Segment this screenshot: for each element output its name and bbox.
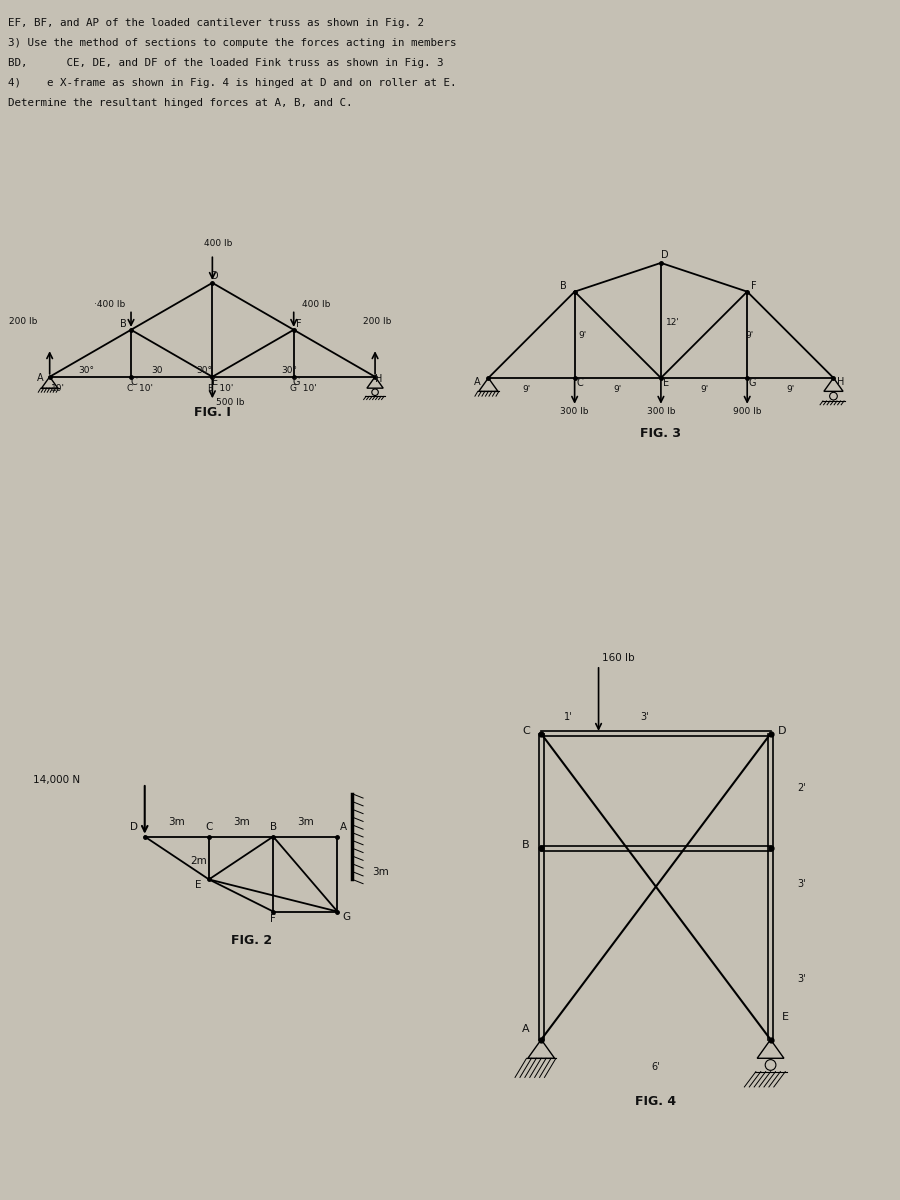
Text: E: E xyxy=(662,378,669,388)
Text: 9': 9' xyxy=(614,385,622,395)
Text: 30°: 30° xyxy=(282,366,298,374)
Text: 9': 9' xyxy=(578,331,587,340)
Text: EF, BF, and AP of the loaded cantilever truss as shown in Fig. 2: EF, BF, and AP of the loaded cantilever … xyxy=(8,18,424,28)
Text: BD,      CE, DE, and DF of the loaded Fink truss as shown in Fig. 3: BD, CE, DE, and DF of the loaded Fink tr… xyxy=(8,58,444,68)
Text: C: C xyxy=(130,377,137,386)
Text: F: F xyxy=(270,914,276,924)
Text: C: C xyxy=(522,726,530,736)
Text: 300 lb: 300 lb xyxy=(647,407,675,416)
Text: 14,000 N: 14,000 N xyxy=(33,775,80,785)
Text: G: G xyxy=(292,377,300,386)
Text: 10': 10' xyxy=(51,384,66,394)
Text: 1': 1' xyxy=(563,713,572,722)
Text: 300 lb: 300 lb xyxy=(561,407,589,416)
Text: FIG. 2: FIG. 2 xyxy=(231,934,273,947)
Text: B: B xyxy=(270,822,276,832)
Text: FIG. I: FIG. I xyxy=(194,406,230,419)
Text: D: D xyxy=(661,250,669,260)
Text: 160 lb: 160 lb xyxy=(602,653,635,664)
Text: 3': 3' xyxy=(796,974,806,984)
Text: 9': 9' xyxy=(700,385,708,395)
Text: H: H xyxy=(375,373,382,384)
Text: Determine the resultant hinged forces at A, B, and C.: Determine the resultant hinged forces at… xyxy=(8,98,353,108)
Text: ·400 lb: ·400 lb xyxy=(94,300,126,310)
Text: 400 lb: 400 lb xyxy=(204,239,232,248)
Text: E: E xyxy=(195,880,202,890)
Text: 3': 3' xyxy=(796,878,806,889)
Text: FIG. 4: FIG. 4 xyxy=(635,1094,677,1108)
Text: E: E xyxy=(782,1013,789,1022)
Text: FIG. 3: FIG. 3 xyxy=(641,427,681,440)
Text: B: B xyxy=(522,840,530,851)
Text: E: E xyxy=(212,377,218,386)
Text: 200 lb: 200 lb xyxy=(9,317,38,326)
Text: 500 lb: 500 lb xyxy=(216,398,245,407)
Text: 400 lb: 400 lb xyxy=(302,300,330,310)
Text: 3) Use the method of sections to compute the forces acting in members: 3) Use the method of sections to compute… xyxy=(8,38,456,48)
Text: E  10': E 10' xyxy=(208,384,234,394)
Text: 6': 6' xyxy=(652,1062,661,1072)
Text: F: F xyxy=(752,281,757,290)
Text: 2m: 2m xyxy=(190,857,207,866)
Text: 4)    e X-frame as shown in Fig. 4 is hinged at D and on roller at E.: 4) e X-frame as shown in Fig. 4 is hinge… xyxy=(8,78,456,88)
Text: H: H xyxy=(838,377,845,386)
Text: 2': 2' xyxy=(796,784,806,793)
Text: D: D xyxy=(778,726,787,736)
Text: D: D xyxy=(211,271,219,281)
Text: 30°: 30° xyxy=(196,366,212,374)
Text: C  10': C 10' xyxy=(127,384,153,394)
Text: A: A xyxy=(37,373,43,383)
Text: B: B xyxy=(120,319,126,329)
Text: 900 lb: 900 lb xyxy=(733,407,761,416)
Text: 3m: 3m xyxy=(168,817,185,827)
Text: G  10': G 10' xyxy=(290,384,317,394)
Text: 200 lb: 200 lb xyxy=(363,317,392,326)
Text: F: F xyxy=(296,319,302,329)
Text: 3m: 3m xyxy=(297,817,313,827)
Text: 3m: 3m xyxy=(233,817,249,827)
Text: 9': 9' xyxy=(523,385,531,395)
Text: 30°: 30° xyxy=(78,366,94,374)
Text: G: G xyxy=(748,378,756,388)
Text: 3': 3' xyxy=(640,713,649,722)
Text: 30: 30 xyxy=(151,366,163,374)
Text: B: B xyxy=(560,281,566,290)
Text: C: C xyxy=(205,822,212,832)
Text: A: A xyxy=(473,377,481,386)
Text: 12': 12' xyxy=(666,318,680,328)
Text: 9': 9' xyxy=(745,331,753,340)
Text: A: A xyxy=(340,822,347,832)
Text: D: D xyxy=(130,822,138,832)
Text: A: A xyxy=(522,1024,530,1034)
Text: 3m: 3m xyxy=(372,868,389,877)
Text: 9': 9' xyxy=(787,385,795,395)
Text: G: G xyxy=(342,912,350,922)
Text: C: C xyxy=(576,378,583,388)
